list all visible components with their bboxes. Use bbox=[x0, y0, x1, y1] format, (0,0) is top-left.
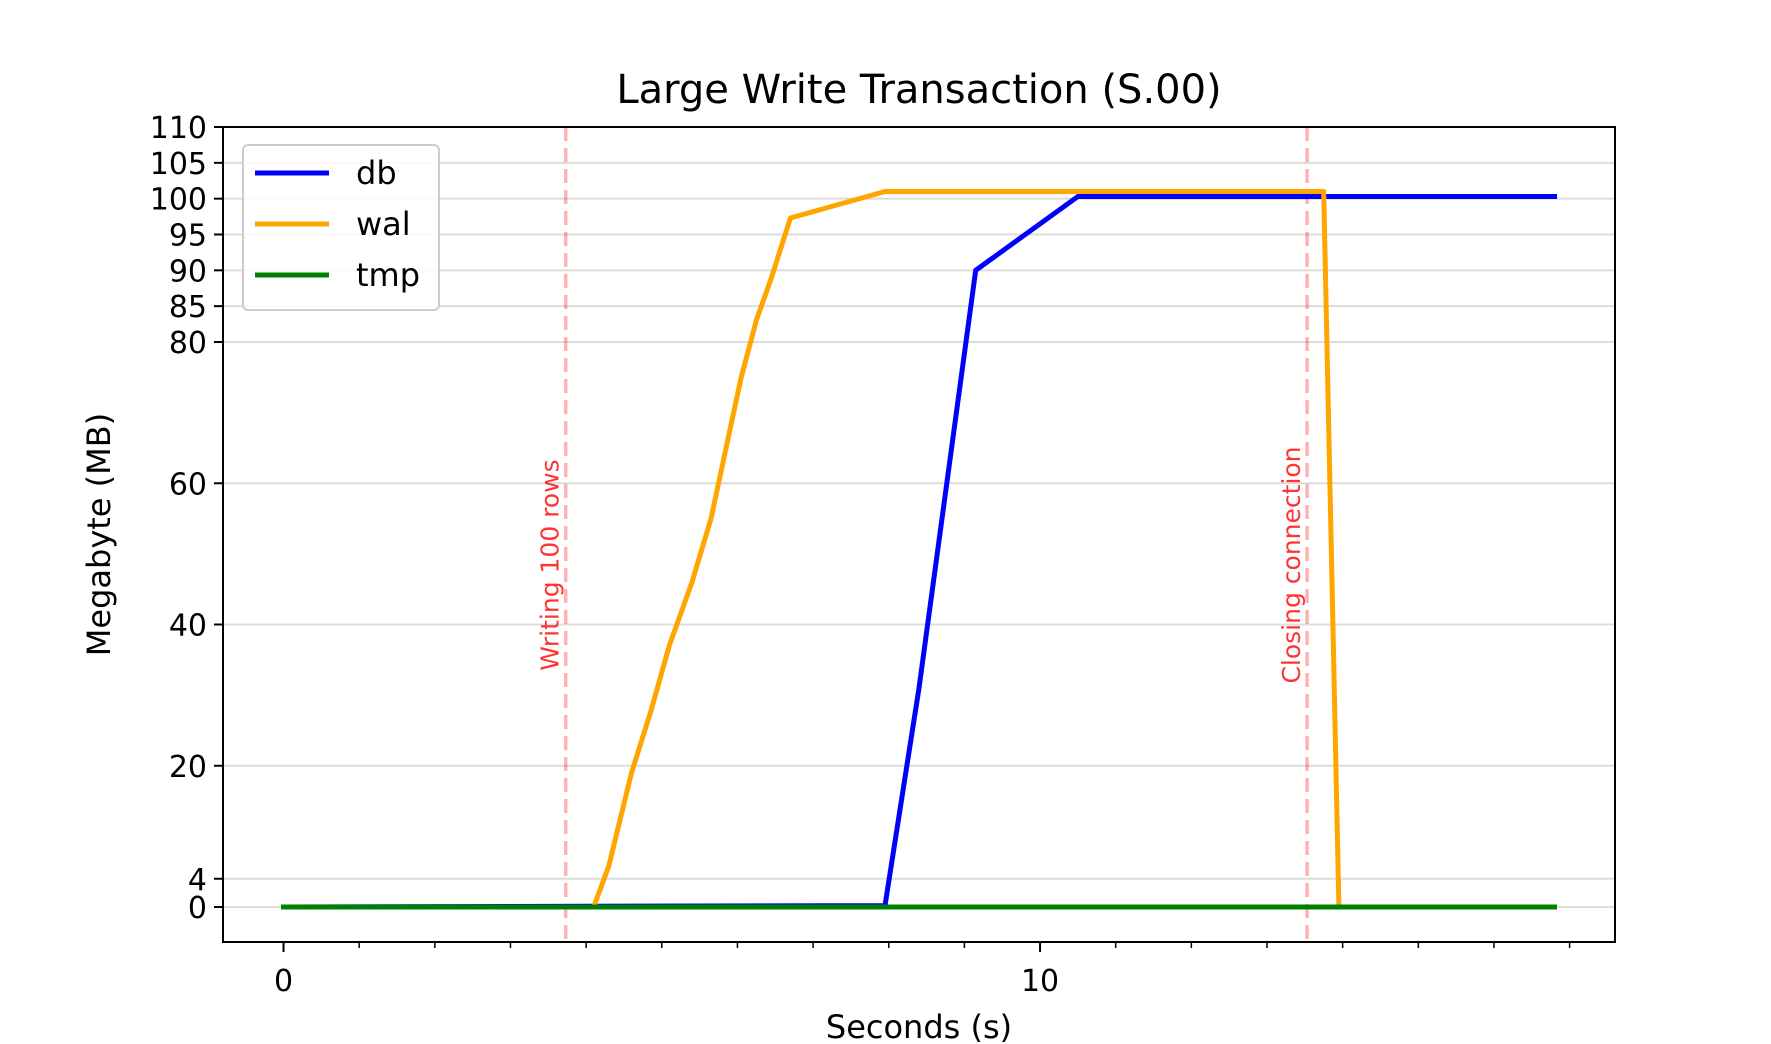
y-tick-label: 90 bbox=[169, 254, 207, 289]
y-tick-label: 20 bbox=[169, 750, 207, 785]
annotation-label: Closing connection bbox=[1277, 446, 1306, 683]
annotations: Writing 100 rows Closing connection bbox=[536, 127, 1309, 942]
y-tick-label: 4 bbox=[188, 863, 207, 898]
y-tick-label: 95 bbox=[169, 219, 207, 254]
x-axis-label: Seconds (s) bbox=[826, 1008, 1012, 1044]
y-tick-label: 80 bbox=[169, 326, 207, 361]
series-line-wal bbox=[281, 189, 1557, 910]
annotation-label: Writing 100 rows bbox=[536, 459, 565, 670]
chart-title: Large Write Transaction (S.00) bbox=[616, 67, 1221, 113]
series-line-db bbox=[280, 194, 1557, 910]
legend-label-tmp: tmp bbox=[356, 256, 420, 294]
y-tick-label: 85 bbox=[169, 290, 207, 325]
x-tick-label: 0 bbox=[274, 964, 293, 999]
legend: db wal tmp bbox=[242, 144, 440, 311]
legend-label-wal: wal bbox=[356, 205, 411, 243]
y-tick-label: 0 bbox=[188, 891, 207, 926]
legend-label-db: db bbox=[356, 154, 397, 192]
y-tick-label: 110 bbox=[150, 111, 207, 146]
y-tick-label: 105 bbox=[150, 147, 207, 182]
y-axis-label: Megabyte (MB) bbox=[80, 413, 118, 656]
y-tick-label: 60 bbox=[169, 467, 207, 502]
y-tick-label: 40 bbox=[169, 609, 207, 644]
plot-frame bbox=[222, 126, 1616, 943]
y-tick-label: 100 bbox=[150, 183, 207, 218]
series-lines bbox=[280, 189, 1557, 910]
x-tick-label: 10 bbox=[1021, 964, 1059, 999]
legend-box bbox=[242, 144, 440, 311]
